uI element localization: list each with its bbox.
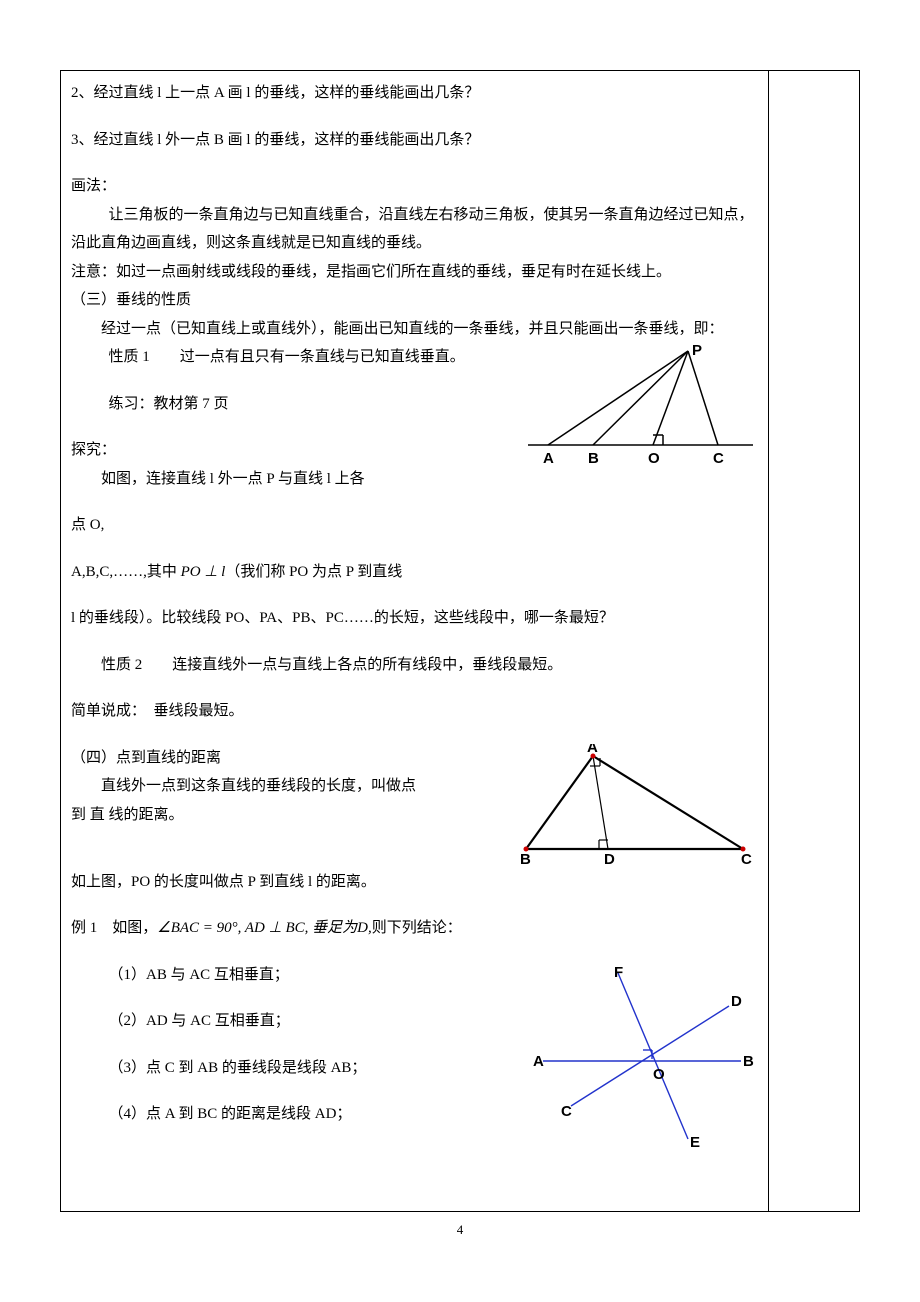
section-4-body-left: 直线外一点到这条直线的垂线段的长度，叫做点 [71,772,416,801]
explore-line4: l 的垂线段）。比较线段 PO、PA、PB、PC……的长短，这些线段中，哪一条最… [71,604,758,633]
svg-text:A: A [543,450,554,463]
main-column: 2、经过直线 l 上一点 A 画 l 的垂线，这样的垂线能画出几条？ 3、经过直… [61,71,768,1211]
svg-text:B: B [520,851,531,864]
section-4-as-above: 如上图，PO 的长度叫做点 P 到直线 l 的距离。 [71,868,758,897]
explore-line3-post: （我们称 PO 为点 P 到直线 [225,564,402,580]
page: 2、经过直线 l 上一点 A 画 l 的垂线，这样的垂线能画出几条？ 3、经过直… [0,0,920,1302]
figure-2-triangle: A B C D [518,744,758,864]
svg-text:A: A [533,1053,544,1070]
svg-text:D: D [731,993,742,1010]
example-1: 例 1 如图，∠BAC = 90°, AD ⊥ BC, 垂足为D,则下列结论： [71,914,758,943]
explore-line3-pre: A,B,C,……,其中 [71,564,181,580]
svg-text:B: B [743,1053,754,1070]
method-body: 让三角板的一条直角边与已知直线重合，沿直线左右移动三角板，使其另一条直角边经过已… [71,201,758,258]
svg-text:E: E [690,1134,700,1151]
section-3-title: （三）垂线的性质 [71,286,758,315]
svg-text:O: O [648,450,660,463]
svg-text:F: F [614,964,623,981]
svg-text:B: B [588,450,599,463]
explore-line3: A,B,C,……,其中 PO ⊥ l（我们称 PO 为点 P 到直线 [71,558,758,587]
figure-2-svg: A B C D [518,744,758,864]
svg-text:C: C [741,851,752,864]
property-2-short: 简单说成： 垂线段最短。 [71,697,758,726]
example-1-post: 则下列结论： [372,920,462,936]
figure-1-perpendicular: P A B O C [523,343,758,463]
figure-3-svg: A B C D E F O [523,961,758,1151]
svg-text:A: A [587,744,598,756]
figure-3-star: A B C D E F O [523,961,758,1151]
method-label: 画法： [71,172,758,201]
figure-1-svg: P A B O C [523,343,758,463]
side-column [768,71,859,1211]
svg-text:C: C [561,1103,572,1120]
explore-line1: 如图，连接直线 l 外一点 P 与直线 l 上各 [71,465,758,494]
svg-text:C: C [713,450,724,463]
content-frame: 2、经过直线 l 上一点 A 画 l 的垂线，这样的垂线能画出几条？ 3、经过直… [60,70,860,1212]
section-3-intro: 经过一点（已知直线上或直线外），能画出已知直线的一条垂线，并且只能画出一条垂线，… [71,315,758,344]
svg-text:P: P [692,343,702,359]
svg-text:D: D [604,851,615,864]
question-2: 2、经过直线 l 上一点 A 画 l 的垂线，这样的垂线能画出几条？ [71,79,758,108]
property-2: 性质 2 连接直线外一点与直线上各点的所有线段中，垂线段最短。 [71,651,758,680]
note: 注意：如过一点画射线或线段的垂线，是指画它们所在直线的垂线，垂足有时在延长线上。 [71,258,758,287]
svg-text:O: O [653,1066,665,1083]
question-3: 3、经过直线 l 外一点 B 画 l 的垂线，这样的垂线能画出几条？ [71,126,758,155]
page-number: 4 [60,1218,860,1243]
example-1-pre: 例 1 如图， [71,920,157,936]
explore-line3-math: PO ⊥ l [181,564,226,580]
explore-line2: 点 O, [71,511,758,540]
example-1-math: ∠BAC = 90°, AD ⊥ BC, 垂足为D, [157,920,371,936]
